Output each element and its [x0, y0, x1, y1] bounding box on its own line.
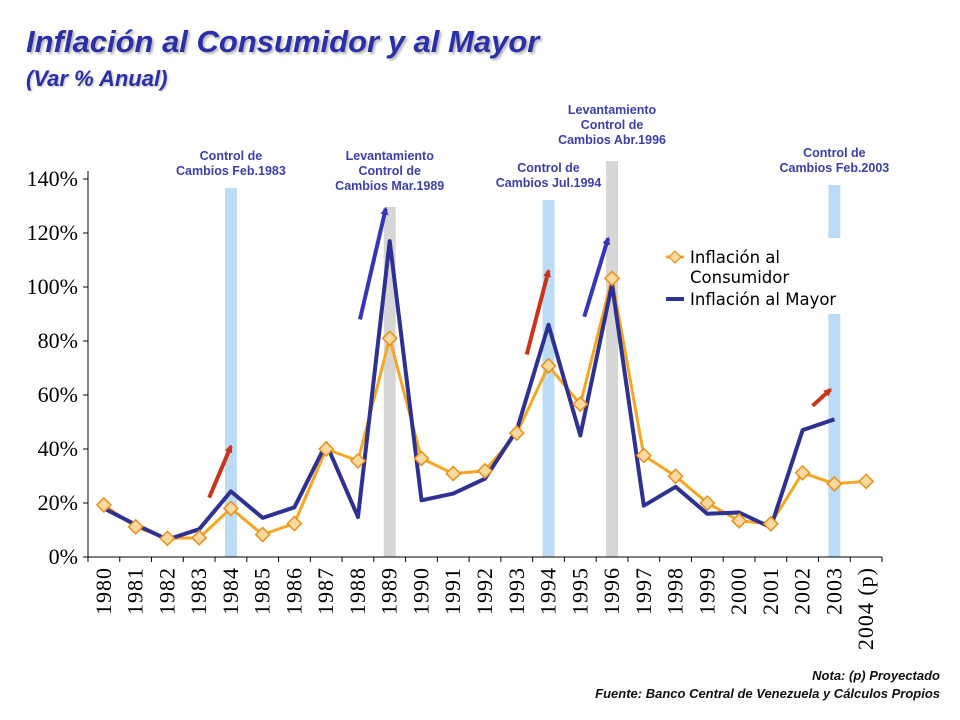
point-inflaci-n-al-consumidor-1995	[572, 396, 589, 413]
arrow-1996	[582, 236, 611, 318]
x-tick-label-2000: 2000	[726, 567, 751, 615]
point-inflaci-n-al-consumidor-1985	[254, 526, 271, 543]
point-inflaci-n-al-consumidor-2000	[731, 512, 748, 529]
point-inflaci-n-al-consumidor-1997	[635, 447, 652, 464]
point-inflaci-n-al-consumidor-1984	[222, 500, 239, 517]
arrow-1994	[524, 268, 551, 356]
point-inflaci-n-al-consumidor-1980	[95, 496, 112, 513]
arrow-1989	[358, 206, 389, 320]
point-inflaci-n-al-consumidor-1998	[667, 468, 684, 485]
point-inflaci-n-al-consumidor-1989	[381, 330, 398, 347]
point-inflaci-n-al-consumidor-1992	[476, 462, 494, 479]
footnote-area: Nota: (p) Proyectado Fuente: Banco Centr…	[595, 667, 940, 703]
x-tick-label-1983: 1983	[186, 567, 211, 615]
x-tick-label-1998: 1998	[663, 567, 688, 615]
x-tick-label-1984: 1984	[218, 567, 243, 615]
x-tick-label-1995: 1995	[567, 567, 592, 615]
x-tick-label-1986: 1986	[281, 567, 306, 615]
point-inflaci-n-al-consumidor-1988	[349, 452, 367, 469]
point-inflaci-n-al-consumidor-2001	[762, 515, 779, 532]
y-tick-label-80: 80%	[38, 328, 78, 353]
point-inflaci-n-al-consumidor-1996	[603, 270, 621, 287]
x-tick-label-1985: 1985	[250, 567, 275, 615]
legend-label-mayor: Inflación al Mayor	[690, 290, 836, 309]
x-tick-label-1994: 1994	[536, 567, 561, 615]
point-inflaci-n-al-consumidor-1999	[699, 494, 716, 512]
source-note: Fuente: Banco Central de Venezuela y Cál…	[595, 686, 940, 701]
arrow-2003	[811, 388, 832, 408]
series-line-inflaci-n-al-mayor	[102, 239, 836, 542]
event-band-1996	[606, 161, 619, 557]
x-tick-label-1988: 1988	[345, 567, 370, 615]
y-tick-label-100: 100%	[27, 274, 78, 299]
chart-title: Inflación al Consumidor y al Mayor	[26, 24, 540, 59]
x-tick-label-1981: 1981	[123, 567, 148, 615]
x-tick-label-1997: 1997	[631, 567, 656, 615]
legend-box	[672, 238, 854, 314]
x-tick-label-2002: 2002	[790, 567, 815, 615]
x-tick-label-1992: 1992	[472, 567, 497, 615]
point-inflaci-n-al-consumidor-1983	[191, 529, 208, 546]
point-inflaci-n-al-consumidor-2003	[826, 475, 843, 492]
chart-subtitle: (Var % Anual)	[26, 66, 168, 91]
x-tick-label-1996: 1996	[599, 567, 624, 615]
y-tick-label-120: 120%	[27, 220, 78, 245]
point-inflaci-n-al-consumidor-2004-p	[858, 473, 875, 490]
event-band-1989	[383, 207, 396, 557]
x-tick-label-1980: 1980	[91, 567, 116, 615]
legend: Inflación al Consumidor Inflación al Mayor	[666, 238, 854, 314]
event-label-1984: Control de Cambios Feb.1983	[176, 149, 286, 178]
y-tick-label-140: 140%	[27, 166, 78, 191]
x-tick-label-1989: 1989	[377, 567, 402, 615]
y-tick-label-60: 60%	[38, 382, 78, 407]
event-label-1994: Control de Cambios Jul.1994	[496, 161, 602, 190]
event-label-1989: Levantamiento Control de Cambios Mar.1989	[335, 149, 444, 193]
point-inflaci-n-al-consumidor-2002	[794, 464, 811, 481]
x-tick-label-2001: 2001	[758, 567, 783, 615]
x-tick-label-1991: 1991	[440, 567, 465, 615]
projection-note: Nota: (p) Proyectado	[812, 668, 940, 683]
x-tick-label-1987: 1987	[313, 567, 338, 615]
legend-marker-consumidor	[668, 250, 682, 264]
x-tick-label-1990: 1990	[408, 567, 433, 615]
y-tick-label-0: 0%	[49, 544, 78, 569]
x-tick-label-1999: 1999	[694, 567, 719, 615]
event-label-2003: Control de Cambios Feb.2003	[779, 146, 889, 175]
y-tick-label-20: 20%	[38, 490, 78, 515]
point-inflaci-n-al-consumidor-1982	[159, 530, 176, 547]
x-tick-label-2004-p: 2004 (p)	[853, 567, 878, 650]
x-tick-label-1982: 1982	[154, 567, 179, 615]
point-inflaci-n-al-consumidor-1991	[445, 465, 462, 482]
y-tick-label-40: 40%	[38, 436, 78, 461]
event-band-1984	[224, 188, 237, 557]
point-inflaci-n-al-consumidor-1981	[127, 518, 144, 535]
point-inflaci-n-al-consumidor-1990	[413, 450, 430, 467]
legend-label-consumidor: Inflación al Consumidor	[690, 248, 789, 287]
arrow-1984	[207, 444, 233, 499]
point-inflaci-n-al-consumidor-1986	[286, 515, 303, 532]
point-inflaci-n-al-consumidor-1987	[318, 440, 335, 458]
series-line-inflaci-n-al-consumidor	[103, 276, 867, 540]
point-inflaci-n-al-consumidor-1994	[540, 357, 557, 374]
point-inflaci-n-al-consumidor-1993	[508, 425, 525, 442]
x-tick-label-1993: 1993	[504, 567, 529, 615]
event-band-1994	[542, 200, 555, 557]
x-tick-label-2003: 2003	[821, 567, 846, 615]
event-label-1996: Levantamiento Control de Cambios Abr.1996	[558, 103, 666, 147]
